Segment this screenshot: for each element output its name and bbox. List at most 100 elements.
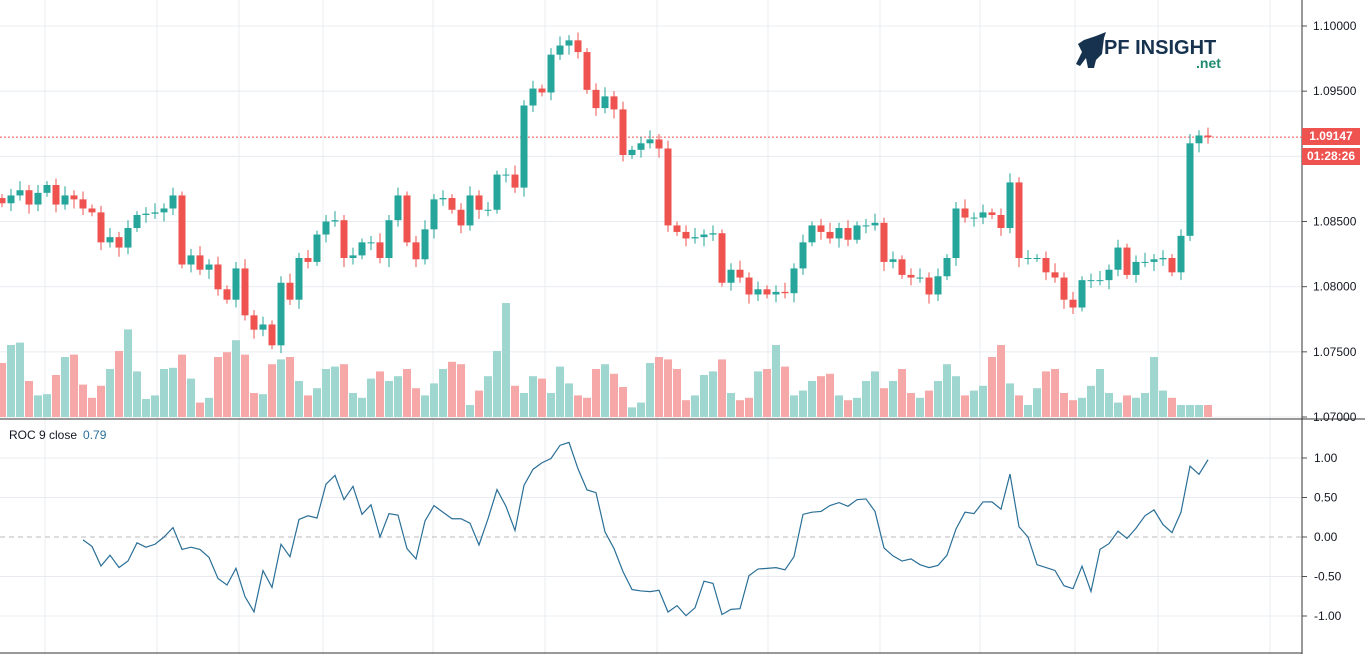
volume-bar [1096,369,1104,417]
volume-bar [250,393,258,417]
price-tick-label: 1.07000 [1313,410,1357,424]
volume-bar [736,400,744,417]
price-tick-label: 1.09500 [1313,84,1357,98]
volume-bar [844,400,852,417]
candle-bearish [268,324,276,346]
candle-bearish [745,277,753,295]
candle-bearish [826,231,834,239]
volume-bar [1114,402,1122,417]
candle-bullish [466,195,474,226]
volume-bar [1186,405,1194,417]
volume-bar [871,371,879,417]
volume-bar [664,359,672,417]
candle-bullish [7,195,15,204]
volume-bar [1051,369,1059,417]
candle-bearish [763,289,771,295]
volume-bar [727,393,735,417]
candle-bearish [1051,272,1059,278]
volume-bar [916,397,924,417]
candle-bearish [961,208,969,218]
candle-bullish [313,234,321,262]
volume-bar [358,397,366,417]
candle-bearish [592,89,600,109]
price-tick-label: 1.07500 [1313,345,1357,359]
candle-bearish [682,231,690,239]
volume-bar [43,394,51,417]
volume-bar [0,363,6,417]
volume-bar [1195,405,1203,417]
candle-bearish [286,282,294,300]
candle-bullish [952,208,960,258]
volume-bar [160,369,168,417]
volume-bar [385,381,393,417]
volume-bar [610,373,618,417]
svg-text:PF INSIGHT: PF INSIGHT [1104,37,1216,59]
volume-bar [493,351,501,417]
roc-legend[interactable]: ROC 9 close 0.79 [9,428,106,442]
volume-bar [790,395,798,417]
volume-bar [880,388,888,417]
volume-bar [826,373,834,417]
volume-bar [367,378,375,417]
volume-bar [961,395,969,417]
candle-bullish [709,233,717,235]
volume-bar [1150,357,1158,417]
candle-bullish [358,242,366,256]
candle-bullish [853,225,861,240]
candle-bullish [1006,182,1014,229]
candle-bullish [151,212,159,214]
price-tick-label: 1.08000 [1313,280,1357,294]
candle-bearish [376,242,384,258]
volume-bar [1024,405,1032,417]
volume-bar [88,397,96,417]
volume-bar [1204,405,1212,417]
candle-bullish [160,208,168,213]
candle-bullish [1114,247,1122,270]
roc-line [82,441,1209,617]
volume-bar [799,390,807,417]
volume-bar [637,402,645,417]
candle-bearish [781,291,789,294]
volume-bar [628,407,636,417]
candle-bullish [646,139,654,144]
candle-bearish [412,242,420,260]
candle-bearish [988,212,996,215]
svg-text:.net: .net [1196,55,1221,71]
candle-bullish [943,257,951,277]
candle-bearish [52,185,60,205]
volume-bar [268,364,276,417]
candle-bearish [250,315,258,330]
candle-bullish [133,214,141,229]
volume-bar [115,351,123,417]
candle-bullish [43,185,51,193]
volume-bar [943,364,951,417]
candle-bullish [106,237,114,243]
volume-bar [700,375,708,417]
candle-bearish [25,190,33,205]
candle-bullish [1078,280,1086,308]
candle-bearish [178,195,186,265]
volume-bar [403,369,411,417]
candle-bullish [1177,235,1185,273]
candle-bullish [1195,135,1203,144]
candle-bullish [889,259,897,262]
volume-bar [1033,388,1041,417]
candle-bearish [880,222,888,262]
volume-bar [25,381,33,417]
volume-bar [511,385,519,417]
candle-bearish [1123,247,1131,275]
volume-bar [178,354,186,417]
volume-bar [934,381,942,417]
volume-bar [412,388,420,417]
roc-tick-label: -1.00 [1314,609,1342,623]
candle-bullish [322,221,330,235]
candle-bullish [61,195,69,205]
candle-bullish [1096,280,1104,282]
candle-bullish [259,324,267,330]
volume-bar [340,364,348,417]
volume-bar [925,390,933,417]
candle-bullish [1105,269,1113,281]
price-tick-label: 1.08500 [1313,215,1357,229]
